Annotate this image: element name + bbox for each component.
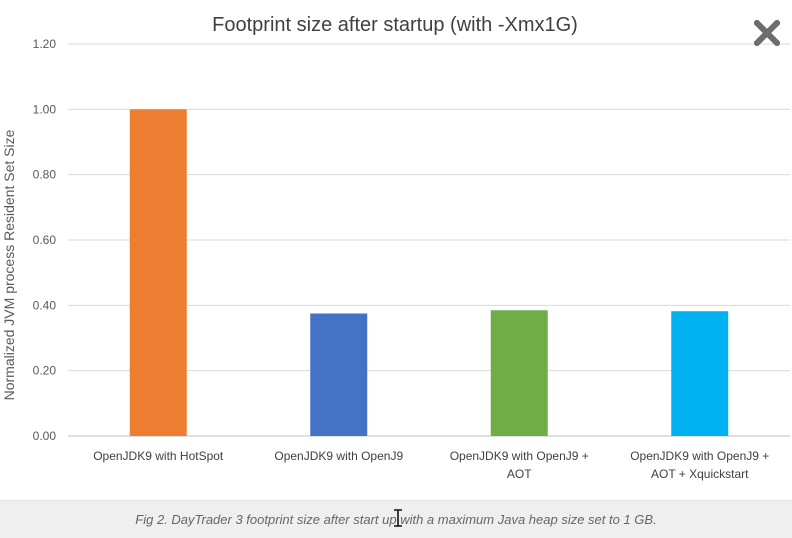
category-label: OpenJDK9 with OpenJ9 + AOT + Xquickstart [630,449,769,481]
text-cursor-icon [394,509,402,527]
bar [490,310,548,436]
figure-caption: Fig 2. DayTrader 3 footprint size after … [135,512,657,527]
y-tick-labels: 0.00 0.20 0.40 0.60 0.80 1.00 1.20 [33,37,57,443]
chart: Footprint size after startup (with -Xmx1… [1,14,790,481]
chart-title: Footprint size after startup (with -Xmx1… [212,14,578,36]
category-label: OpenJDK9 with OpenJ9 [274,449,403,463]
bar [129,109,187,436]
category-label: OpenJDK9 with HotSpot [93,449,224,463]
y-tick-label: 0.60 [33,233,57,247]
y-axis-label: Normalized JVM process Resident Set Size [1,129,17,400]
y-tick-label: 0.00 [33,429,57,443]
y-tick-label: 0.20 [33,364,57,378]
figure-caption-bar: Fig 2. DayTrader 3 footprint size after … [0,500,792,538]
close-button[interactable] [748,14,786,52]
close-icon [754,20,780,46]
y-tick-label: 1.20 [33,37,57,51]
category-label: OpenJDK9 with OpenJ9 + AOT [450,449,589,481]
gridlines [68,43,790,437]
bar [310,313,368,436]
category-labels: OpenJDK9 with HotSpot OpenJDK9 with OpenJ… [93,449,769,481]
y-tick-label: 1.00 [33,102,57,116]
y-tick-label: 0.80 [33,168,57,182]
y-tick-label: 0.40 [33,298,57,312]
bars [129,109,729,436]
bar [671,311,729,436]
